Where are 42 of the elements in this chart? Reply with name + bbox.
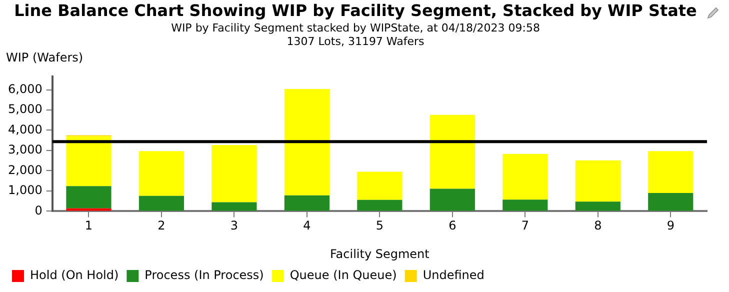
bar bbox=[66, 136, 112, 186]
y-tick-label: 5,000 bbox=[8, 102, 42, 116]
x-tick-label: 9 bbox=[666, 218, 674, 233]
y-tick-label: 1,000 bbox=[8, 183, 42, 198]
y-tick-label: 4,000 bbox=[8, 122, 42, 136]
bar bbox=[284, 195, 330, 211]
x-tick-label: 4 bbox=[303, 218, 311, 233]
y-tick-label: 3,000 bbox=[8, 142, 42, 157]
y-axis-title: WIP (Wafers) bbox=[6, 50, 84, 65]
bar bbox=[357, 200, 402, 211]
bar bbox=[212, 145, 257, 202]
bar bbox=[575, 160, 620, 202]
bar bbox=[502, 154, 548, 200]
chart-title: Line Balance Chart Showing WIP by Facility Segment, Stacked by WIP State bbox=[14, 0, 698, 20]
bar bbox=[430, 188, 475, 211]
bar bbox=[66, 186, 112, 208]
x-tick-label: 6 bbox=[448, 218, 456, 233]
x-axis-title: Facility Segment bbox=[330, 246, 430, 261]
legend-label: Undefined bbox=[422, 268, 484, 282]
chart-subtitle: WIP by Facility Segment stacked by WIPState, at 04/18/2023 09:58 1307 Lots, 31197 Wafers bbox=[171, 22, 540, 48]
bar bbox=[284, 88, 330, 196]
bar bbox=[648, 192, 694, 211]
bar bbox=[648, 151, 694, 193]
bar bbox=[138, 196, 184, 211]
bar bbox=[502, 200, 548, 211]
legend-label: Queue (In Queue) bbox=[290, 268, 397, 282]
legend-label: Process (In Process) bbox=[144, 268, 264, 282]
x-tick-label: 1 bbox=[84, 218, 93, 233]
y-tick-label: 0 bbox=[34, 203, 42, 218]
bar bbox=[138, 151, 184, 196]
legend-label: Hold (On Hold) bbox=[30, 268, 119, 282]
x-tick-label: 8 bbox=[594, 218, 602, 233]
x-tick-label: 2 bbox=[158, 218, 166, 233]
x-tick-label: 7 bbox=[521, 218, 529, 233]
y-tick-label: 2,000 bbox=[8, 162, 42, 177]
bar bbox=[430, 114, 475, 189]
x-tick-label: 5 bbox=[376, 218, 384, 233]
bar bbox=[575, 202, 620, 211]
bar bbox=[212, 202, 257, 211]
y-tick-label: 6,000 bbox=[8, 82, 42, 96]
x-tick-label: 3 bbox=[230, 218, 238, 233]
bar bbox=[357, 172, 402, 200]
